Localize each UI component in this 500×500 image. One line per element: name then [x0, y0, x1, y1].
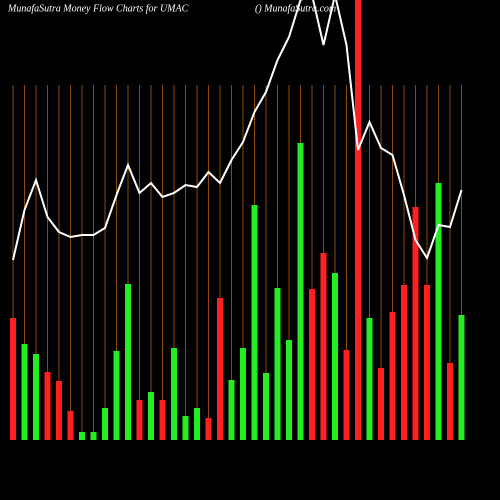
- chart-subtitle: () MunafaSutra.com: [255, 3, 336, 14]
- bar: [378, 368, 384, 440]
- bar: [251, 205, 258, 440]
- bar: [79, 432, 85, 440]
- bar: [125, 284, 131, 440]
- bar: [309, 289, 315, 440]
- bar: [435, 183, 442, 440]
- bar: [171, 348, 177, 440]
- bar: [332, 273, 338, 440]
- bar: [102, 408, 108, 440]
- bar: [90, 432, 97, 440]
- bar: [228, 380, 235, 440]
- line-layer: [12, 0, 463, 261]
- bar: [148, 392, 154, 440]
- bar: [297, 143, 304, 440]
- bar: [205, 418, 212, 440]
- bar: [366, 318, 373, 440]
- bar: [274, 288, 281, 440]
- bar: [401, 285, 407, 440]
- bar: [343, 350, 350, 440]
- bar: [447, 363, 453, 440]
- bar: [159, 400, 166, 440]
- bar: [458, 315, 465, 440]
- bar: [56, 381, 62, 440]
- bar: [389, 312, 396, 440]
- bar: [240, 348, 246, 440]
- money-flow-line: [12, 0, 463, 261]
- bar: [263, 373, 269, 440]
- bar: [44, 372, 51, 440]
- bar: [10, 318, 16, 440]
- bar: [320, 253, 327, 440]
- bar: [286, 340, 292, 440]
- bar: [113, 351, 120, 440]
- bar: [217, 298, 223, 440]
- bar: [182, 416, 189, 440]
- bar: [67, 411, 74, 440]
- bar: [33, 354, 39, 440]
- bar: [412, 207, 419, 440]
- bar: [136, 400, 143, 440]
- chart-title: MunafaSutra Money Flow Charts for UMAC: [7, 3, 189, 14]
- bar: [355, 0, 361, 440]
- bar: [424, 285, 430, 440]
- bar: [21, 344, 28, 440]
- bars: [10, 0, 465, 440]
- bar: [194, 408, 200, 440]
